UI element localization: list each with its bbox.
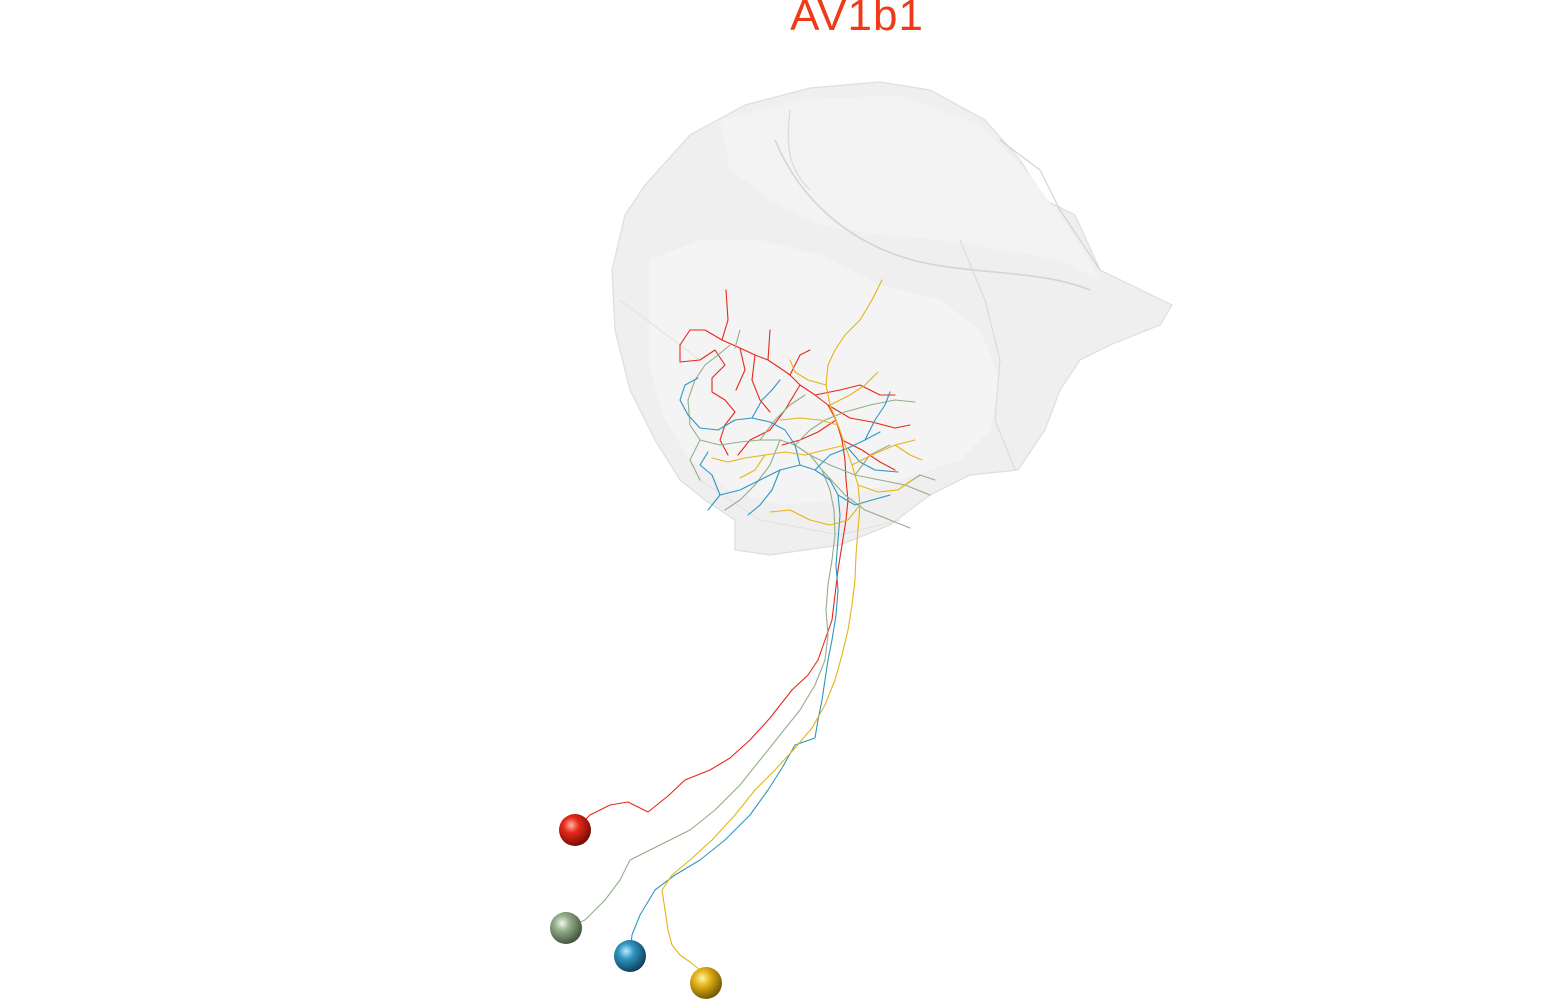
neuron-sage — [565, 329, 936, 929]
soma-red — [559, 814, 591, 846]
brain-region-mesh — [611, 81, 1173, 556]
soma-blue — [614, 940, 646, 972]
soma-sage — [550, 912, 582, 944]
soma-yellow — [690, 967, 722, 999]
neuron-blue — [629, 377, 899, 956]
neuron-yellow — [661, 279, 923, 984]
page-title: AV1b1 — [790, 0, 924, 40]
neuron-red — [574, 289, 911, 831]
soma-group — [550, 814, 722, 999]
